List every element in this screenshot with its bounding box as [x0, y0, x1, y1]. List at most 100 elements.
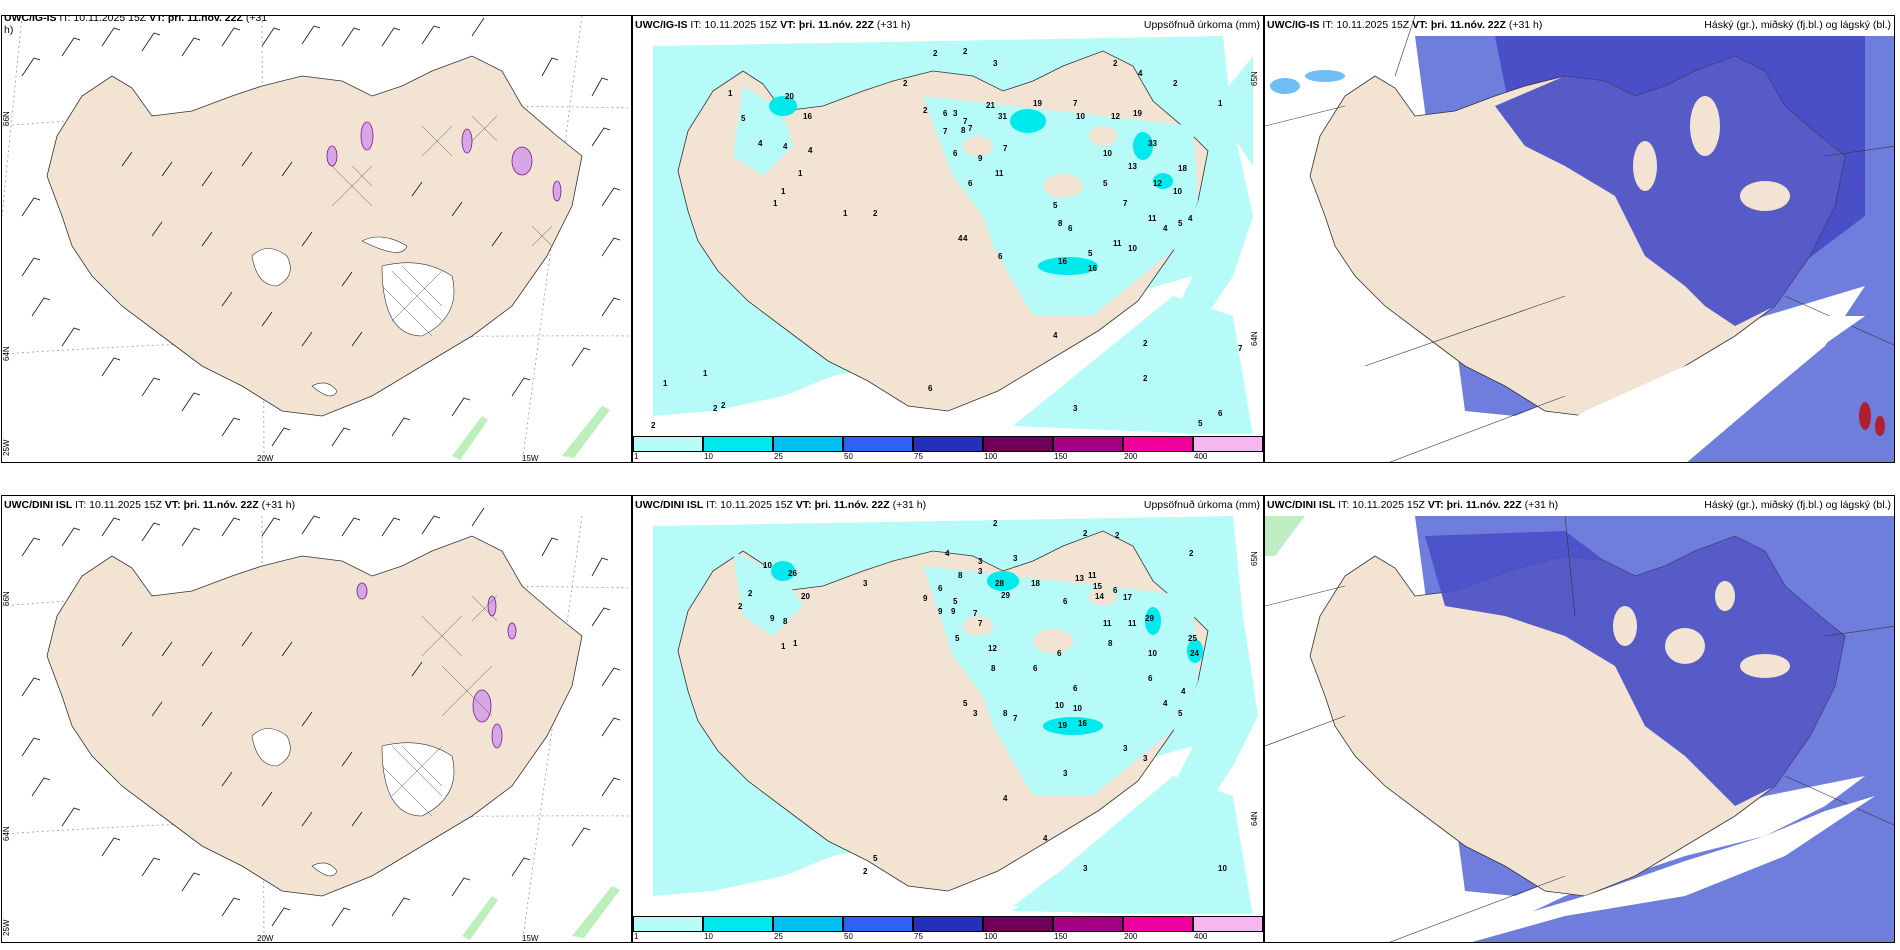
- precip-value: 1: [798, 169, 803, 178]
- colorbar-swatch: [983, 436, 1053, 452]
- precip-value: 26: [788, 569, 797, 578]
- precip-value: 7: [978, 619, 983, 628]
- wind-map-bottom-left: [2, 507, 631, 942]
- precip-value: 3: [1073, 404, 1078, 413]
- precip-value: 7: [1073, 99, 1078, 108]
- precip-value: 2: [1143, 374, 1148, 383]
- precip-value: 6: [1073, 684, 1078, 693]
- colorbar-tick: 50: [844, 452, 853, 461]
- precip-value: 6: [928, 384, 933, 393]
- colorbar-swatch: [983, 916, 1053, 932]
- panel-field-label: Háský (gr.), miðský (fj.bl.) og lágský (…: [1704, 499, 1891, 511]
- precip-value: 18: [1178, 164, 1187, 173]
- panel-title: UWC/IG-IS IT: 10.11.2025 15Z VT: þri. 11…: [635, 19, 911, 31]
- colorbar-swatch: [913, 916, 983, 932]
- colorbar-swatch: [913, 436, 983, 452]
- cloud-map-bottom: [1265, 515, 1894, 942]
- precip-value: 11: [1113, 239, 1122, 248]
- precip-value: 11: [1088, 571, 1097, 580]
- map-panel-top-middle: UWC/IG-IS IT: 10.11.2025 15Z VT: þri. 11…: [632, 15, 1264, 463]
- precip-value: 10: [1128, 244, 1137, 253]
- lat-label: 64N: [2, 346, 11, 361]
- colorbar-tick: 50: [844, 932, 853, 941]
- precip-value: 5: [1103, 179, 1108, 188]
- precip-value: 4: [1163, 224, 1168, 233]
- precip-value: 3: [978, 557, 983, 566]
- colorbar-tick: 75: [914, 452, 923, 461]
- precip-value: 10: [1073, 704, 1082, 713]
- precip-value: 2: [863, 867, 868, 876]
- map-panel-top-right: UWC/IG-IS IT: 10.11.2025 15Z VT: þri. 11…: [1264, 15, 1895, 463]
- map-panel-bottom-middle: UWC/DINI ISL IT: 10.11.2025 15Z VT: þri.…: [632, 495, 1264, 943]
- precip-value: 3: [978, 567, 983, 576]
- lon-label: 20W: [257, 934, 274, 943]
- colorbar-swatch: [1123, 916, 1193, 932]
- precip-value: 4: [758, 139, 763, 148]
- precip-value: 33: [1148, 139, 1157, 148]
- precip-value: 19: [1133, 109, 1142, 118]
- precip-value: 6: [1033, 664, 1038, 673]
- precip-value: 2: [1113, 59, 1118, 68]
- colorbar-swatch: [1193, 916, 1263, 932]
- precip-map-bottom: 2 2 2 2 10 26 20 3 2 2 9 8 1 1 4 8 5 3 3…: [653, 516, 1258, 916]
- colorbar-tick: 25: [774, 452, 783, 461]
- precip-value: 8: [958, 571, 963, 580]
- wind-map-top-left: [2, 16, 631, 462]
- precip-value: 5: [1178, 219, 1183, 228]
- lat-label: 64N: [2, 826, 11, 841]
- precip-value: 2: [1115, 531, 1120, 540]
- precip-value: 2: [651, 421, 656, 430]
- precip-value: 1: [663, 379, 668, 388]
- colorbar-swatch: [1053, 436, 1123, 452]
- colorbar-tick: 10: [704, 932, 713, 941]
- precip-value: 20: [785, 92, 794, 101]
- precip-colorbar: 1 10 25 50 75 100 150 200 400: [633, 434, 1263, 462]
- colorbar-tick: 400: [1194, 452, 1208, 461]
- precip-value: 6: [1113, 586, 1118, 595]
- precip-value: 11: [1148, 214, 1157, 223]
- precip-value: 29: [1145, 614, 1154, 623]
- precip-value: 18: [1031, 579, 1040, 588]
- lat-label: 66N: [2, 111, 11, 126]
- precip-value: 4: [963, 234, 968, 243]
- precip-value: 12: [988, 644, 997, 653]
- precip-value: 20: [801, 592, 810, 601]
- lon-label-left: 25W: [2, 439, 11, 456]
- precip-value: 16: [1058, 257, 1067, 266]
- precip-value: 8: [961, 126, 966, 135]
- precip-value: 16: [803, 112, 812, 121]
- precip-value: 7: [943, 127, 948, 136]
- precip-value: 6: [1218, 409, 1223, 418]
- lat-label: 64N: [1250, 331, 1259, 346]
- colorbar-swatch: [633, 916, 703, 932]
- lon-label: 15W: [522, 934, 539, 943]
- colorbar-tick: 150: [1054, 932, 1068, 941]
- colorbar-tick: 75: [914, 932, 923, 941]
- precip-value: 6: [1063, 597, 1068, 606]
- precip-value: 3: [1013, 554, 1018, 563]
- panel-field-label: Uppsöfnuð úrkoma (mm): [1143, 19, 1260, 31]
- precip-value: 5: [741, 114, 746, 123]
- panel-field-label: Háský (gr.), miðský (fj.bl.) og lágský (…: [1704, 19, 1891, 31]
- precip-value: 7: [1003, 144, 1008, 153]
- precip-value: 12: [1153, 179, 1162, 188]
- precip-value: 4: [958, 234, 963, 243]
- colorbar-swatch: [843, 916, 913, 932]
- precip-value: 4: [945, 549, 950, 558]
- precip-value: 4: [808, 146, 813, 155]
- panel-field-label: Uppsöfnuð úrkoma (mm): [1143, 499, 1260, 511]
- precip-value: 2: [1189, 549, 1194, 558]
- lat-label: 65N: [1250, 71, 1259, 86]
- colorbar-swatch: [1053, 916, 1123, 932]
- precip-value: 5: [1178, 709, 1183, 718]
- precip-value: 3: [973, 709, 978, 718]
- colorbar-swatch: [1123, 436, 1193, 452]
- precip-value: 5: [955, 634, 960, 643]
- precip-value: 2: [713, 404, 718, 413]
- precip-value: 5: [963, 699, 968, 708]
- colorbar-tick: 100: [984, 932, 998, 941]
- precip-value: 1: [703, 369, 708, 378]
- precip-value: 6: [998, 252, 1003, 261]
- precip-value: 6: [1068, 224, 1073, 233]
- precip-value: 29: [1001, 591, 1010, 600]
